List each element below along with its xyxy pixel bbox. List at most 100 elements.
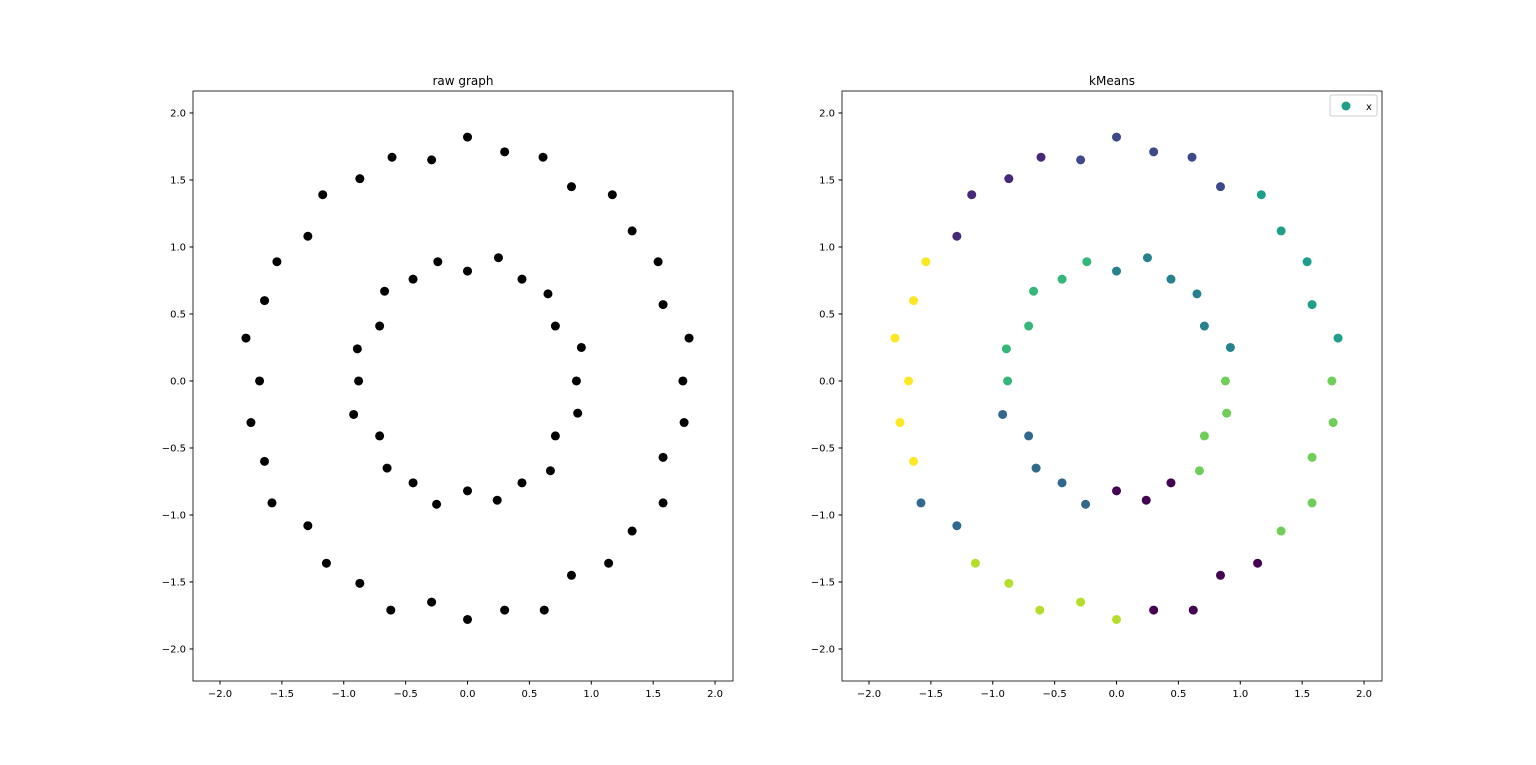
point	[1199, 431, 1209, 441]
y-tick-label: −0.5	[162, 443, 186, 454]
x-tick-label: 0.5	[1170, 689, 1186, 700]
y-tick-label: −1.0	[162, 510, 186, 521]
point	[463, 614, 473, 624]
point	[427, 155, 437, 165]
x-tick-label: 2.0	[707, 689, 723, 700]
point	[604, 558, 614, 568]
point	[952, 521, 962, 531]
point	[1081, 499, 1091, 509]
plot-area	[193, 91, 733, 681]
x-tick-label: 1.5	[645, 689, 661, 700]
point	[463, 266, 473, 276]
point	[658, 452, 668, 462]
point	[1333, 333, 1343, 343]
point	[1276, 526, 1286, 536]
point	[1112, 132, 1122, 142]
chart-title: kMeans	[1089, 74, 1135, 88]
point	[566, 570, 576, 580]
legend-marker	[1341, 101, 1351, 111]
point	[970, 558, 980, 568]
point	[1141, 495, 1151, 505]
point	[952, 231, 962, 241]
point	[658, 498, 668, 508]
point	[627, 526, 637, 536]
point	[1225, 342, 1235, 352]
point	[576, 342, 586, 352]
x-tick-label: 0.0	[1109, 689, 1125, 700]
point	[1253, 558, 1263, 568]
point	[904, 376, 914, 386]
point	[463, 486, 473, 496]
point	[1031, 463, 1041, 473]
point	[998, 409, 1008, 419]
point	[517, 478, 527, 488]
point	[684, 333, 694, 343]
point	[1307, 300, 1317, 310]
point	[1057, 274, 1067, 284]
y-tick-label: −2.0	[811, 644, 835, 655]
x-tick-label: 1.0	[1232, 689, 1248, 700]
point	[433, 257, 443, 267]
point	[1024, 321, 1034, 331]
point	[538, 152, 548, 162]
point	[375, 321, 385, 331]
point	[375, 431, 385, 441]
point	[1112, 614, 1122, 624]
point	[349, 409, 359, 419]
y-tick-label: 1.0	[819, 242, 835, 253]
point	[1112, 266, 1122, 276]
point	[355, 578, 365, 588]
point	[1035, 605, 1045, 615]
point	[408, 478, 418, 488]
point	[1166, 478, 1176, 488]
x-tick-label: 1.5	[1294, 689, 1310, 700]
point	[1187, 152, 1197, 162]
point	[543, 289, 553, 299]
point	[1256, 190, 1266, 200]
point	[1307, 452, 1317, 462]
point	[916, 498, 926, 508]
point	[550, 321, 560, 331]
point	[1057, 478, 1067, 488]
y-tick-label: 2.0	[170, 108, 186, 119]
point	[895, 418, 905, 428]
x-tick-label: −2.0	[857, 689, 881, 700]
point	[1112, 486, 1122, 496]
y-tick-label: 0.0	[170, 376, 186, 387]
point	[909, 296, 919, 306]
x-tick-label: −1.0	[981, 689, 1005, 700]
x-tick-label: −0.5	[393, 689, 417, 700]
axes-frame	[841, 90, 1383, 682]
point	[1220, 376, 1230, 386]
point	[1166, 274, 1176, 284]
point	[500, 147, 510, 157]
point	[1036, 152, 1046, 162]
point	[571, 376, 581, 386]
point	[260, 296, 270, 306]
y-tick-label: 1.5	[170, 175, 186, 186]
point	[1142, 253, 1152, 263]
y-tick-label: −1.5	[162, 577, 186, 588]
point	[241, 333, 251, 343]
point	[303, 521, 313, 531]
point	[1215, 182, 1225, 192]
point	[432, 499, 442, 509]
point	[1024, 431, 1034, 441]
point	[890, 333, 900, 343]
point	[1192, 289, 1202, 299]
point	[493, 253, 503, 263]
x-tick-label: −1.0	[332, 689, 356, 700]
point	[967, 190, 977, 200]
point	[492, 495, 502, 505]
point	[517, 274, 527, 284]
point	[909, 456, 919, 466]
point	[382, 463, 392, 473]
chart-title: raw graph	[432, 74, 493, 88]
point	[658, 300, 668, 310]
y-tick-label: −1.5	[811, 577, 835, 588]
point	[627, 226, 637, 236]
point	[653, 257, 663, 267]
x-tick-label: −1.5	[919, 689, 943, 700]
point	[1149, 147, 1159, 157]
y-tick-label: 0.5	[819, 309, 835, 320]
